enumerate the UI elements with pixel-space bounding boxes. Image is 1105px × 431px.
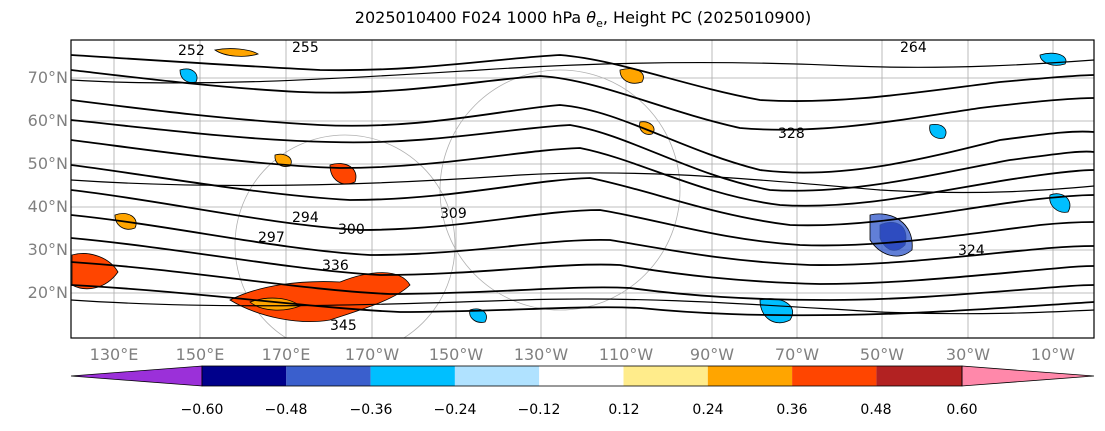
lat-label-50n: 50°N xyxy=(27,154,68,173)
contour-label: 328 xyxy=(778,126,805,142)
lon-label-50w: 50°W xyxy=(859,345,905,364)
anomaly-cold-patches xyxy=(179,52,1071,324)
contour-label: 255 xyxy=(292,40,319,56)
colorbar-bin xyxy=(707,366,793,386)
lon-label-10w: 10°W xyxy=(1030,345,1076,364)
colorbar-tick: 0.36 xyxy=(776,402,808,418)
contour-label: 324 xyxy=(958,243,985,259)
colorbar-tick: −0.48 xyxy=(264,402,308,418)
contour-labels: 252 255 264 294 297 300 309 336 345 324 … xyxy=(178,40,985,334)
lon-label-110w: 110°W xyxy=(598,345,654,364)
colorbar-tick: −0.36 xyxy=(349,402,393,418)
colorbar-bin xyxy=(623,366,708,386)
lon-label-170w: 170°W xyxy=(344,345,400,364)
lat-label-60n: 60°N xyxy=(27,111,68,130)
colorbar-bin xyxy=(876,366,962,386)
contour-label: 300 xyxy=(338,222,365,238)
colorbar-tick: −0.24 xyxy=(433,402,477,418)
lon-label-70w: 70°W xyxy=(774,345,820,364)
map-frame xyxy=(70,39,1095,339)
colorbar-extend-min xyxy=(70,365,203,387)
lon-label-90w: 90°W xyxy=(689,345,735,364)
colorbar-tick: −0.12 xyxy=(517,402,561,418)
contour-label: 309 xyxy=(440,206,467,222)
lat-label-70n: 70°N xyxy=(27,68,68,87)
colorbar-bin xyxy=(202,366,287,386)
map-panel xyxy=(71,40,1094,338)
lon-label-170e: 170°E xyxy=(261,345,311,364)
lat-label-40n: 40°N xyxy=(27,197,68,216)
lon-label-130e: 130°E xyxy=(89,345,139,364)
colorbar-bin xyxy=(370,366,455,386)
colorbar-bin xyxy=(539,366,624,386)
lat-label-20n: 20°N xyxy=(27,283,68,302)
colorbar-tick: 0.60 xyxy=(946,402,978,418)
colorbar-bin xyxy=(454,366,540,386)
contour-label: 294 xyxy=(292,210,319,226)
contour-label: 297 xyxy=(258,230,285,246)
theta-e-contours xyxy=(71,54,1094,317)
lon-label-30w: 30°W xyxy=(945,345,991,364)
colorbar-frame xyxy=(201,365,963,387)
colorbar-tick: 0.12 xyxy=(608,402,640,418)
lon-label-150w: 150°W xyxy=(428,345,484,364)
colorbar-bin xyxy=(792,366,877,386)
colorbar-extend-max xyxy=(961,365,1095,387)
contour-label: 252 xyxy=(178,43,205,59)
contour-label: 264 xyxy=(900,40,927,56)
height-contours xyxy=(71,59,1094,315)
map-title: 2025010400 F024 1000 hPa θe, Height PC (… xyxy=(354,8,812,31)
colorbar-tick: −0.60 xyxy=(180,402,224,418)
lat-label-30n: 30°N xyxy=(27,240,68,259)
colorbar-tick: 0.24 xyxy=(692,402,724,418)
contour-label: 336 xyxy=(322,258,349,274)
colorbar-bin xyxy=(286,366,371,386)
colorbar xyxy=(70,365,1095,387)
lon-label-150e: 150°E xyxy=(175,345,225,364)
contour-label: 345 xyxy=(330,318,357,334)
colorbar-tick: 0.48 xyxy=(860,402,892,418)
lon-label-130w: 130°W xyxy=(513,345,569,364)
